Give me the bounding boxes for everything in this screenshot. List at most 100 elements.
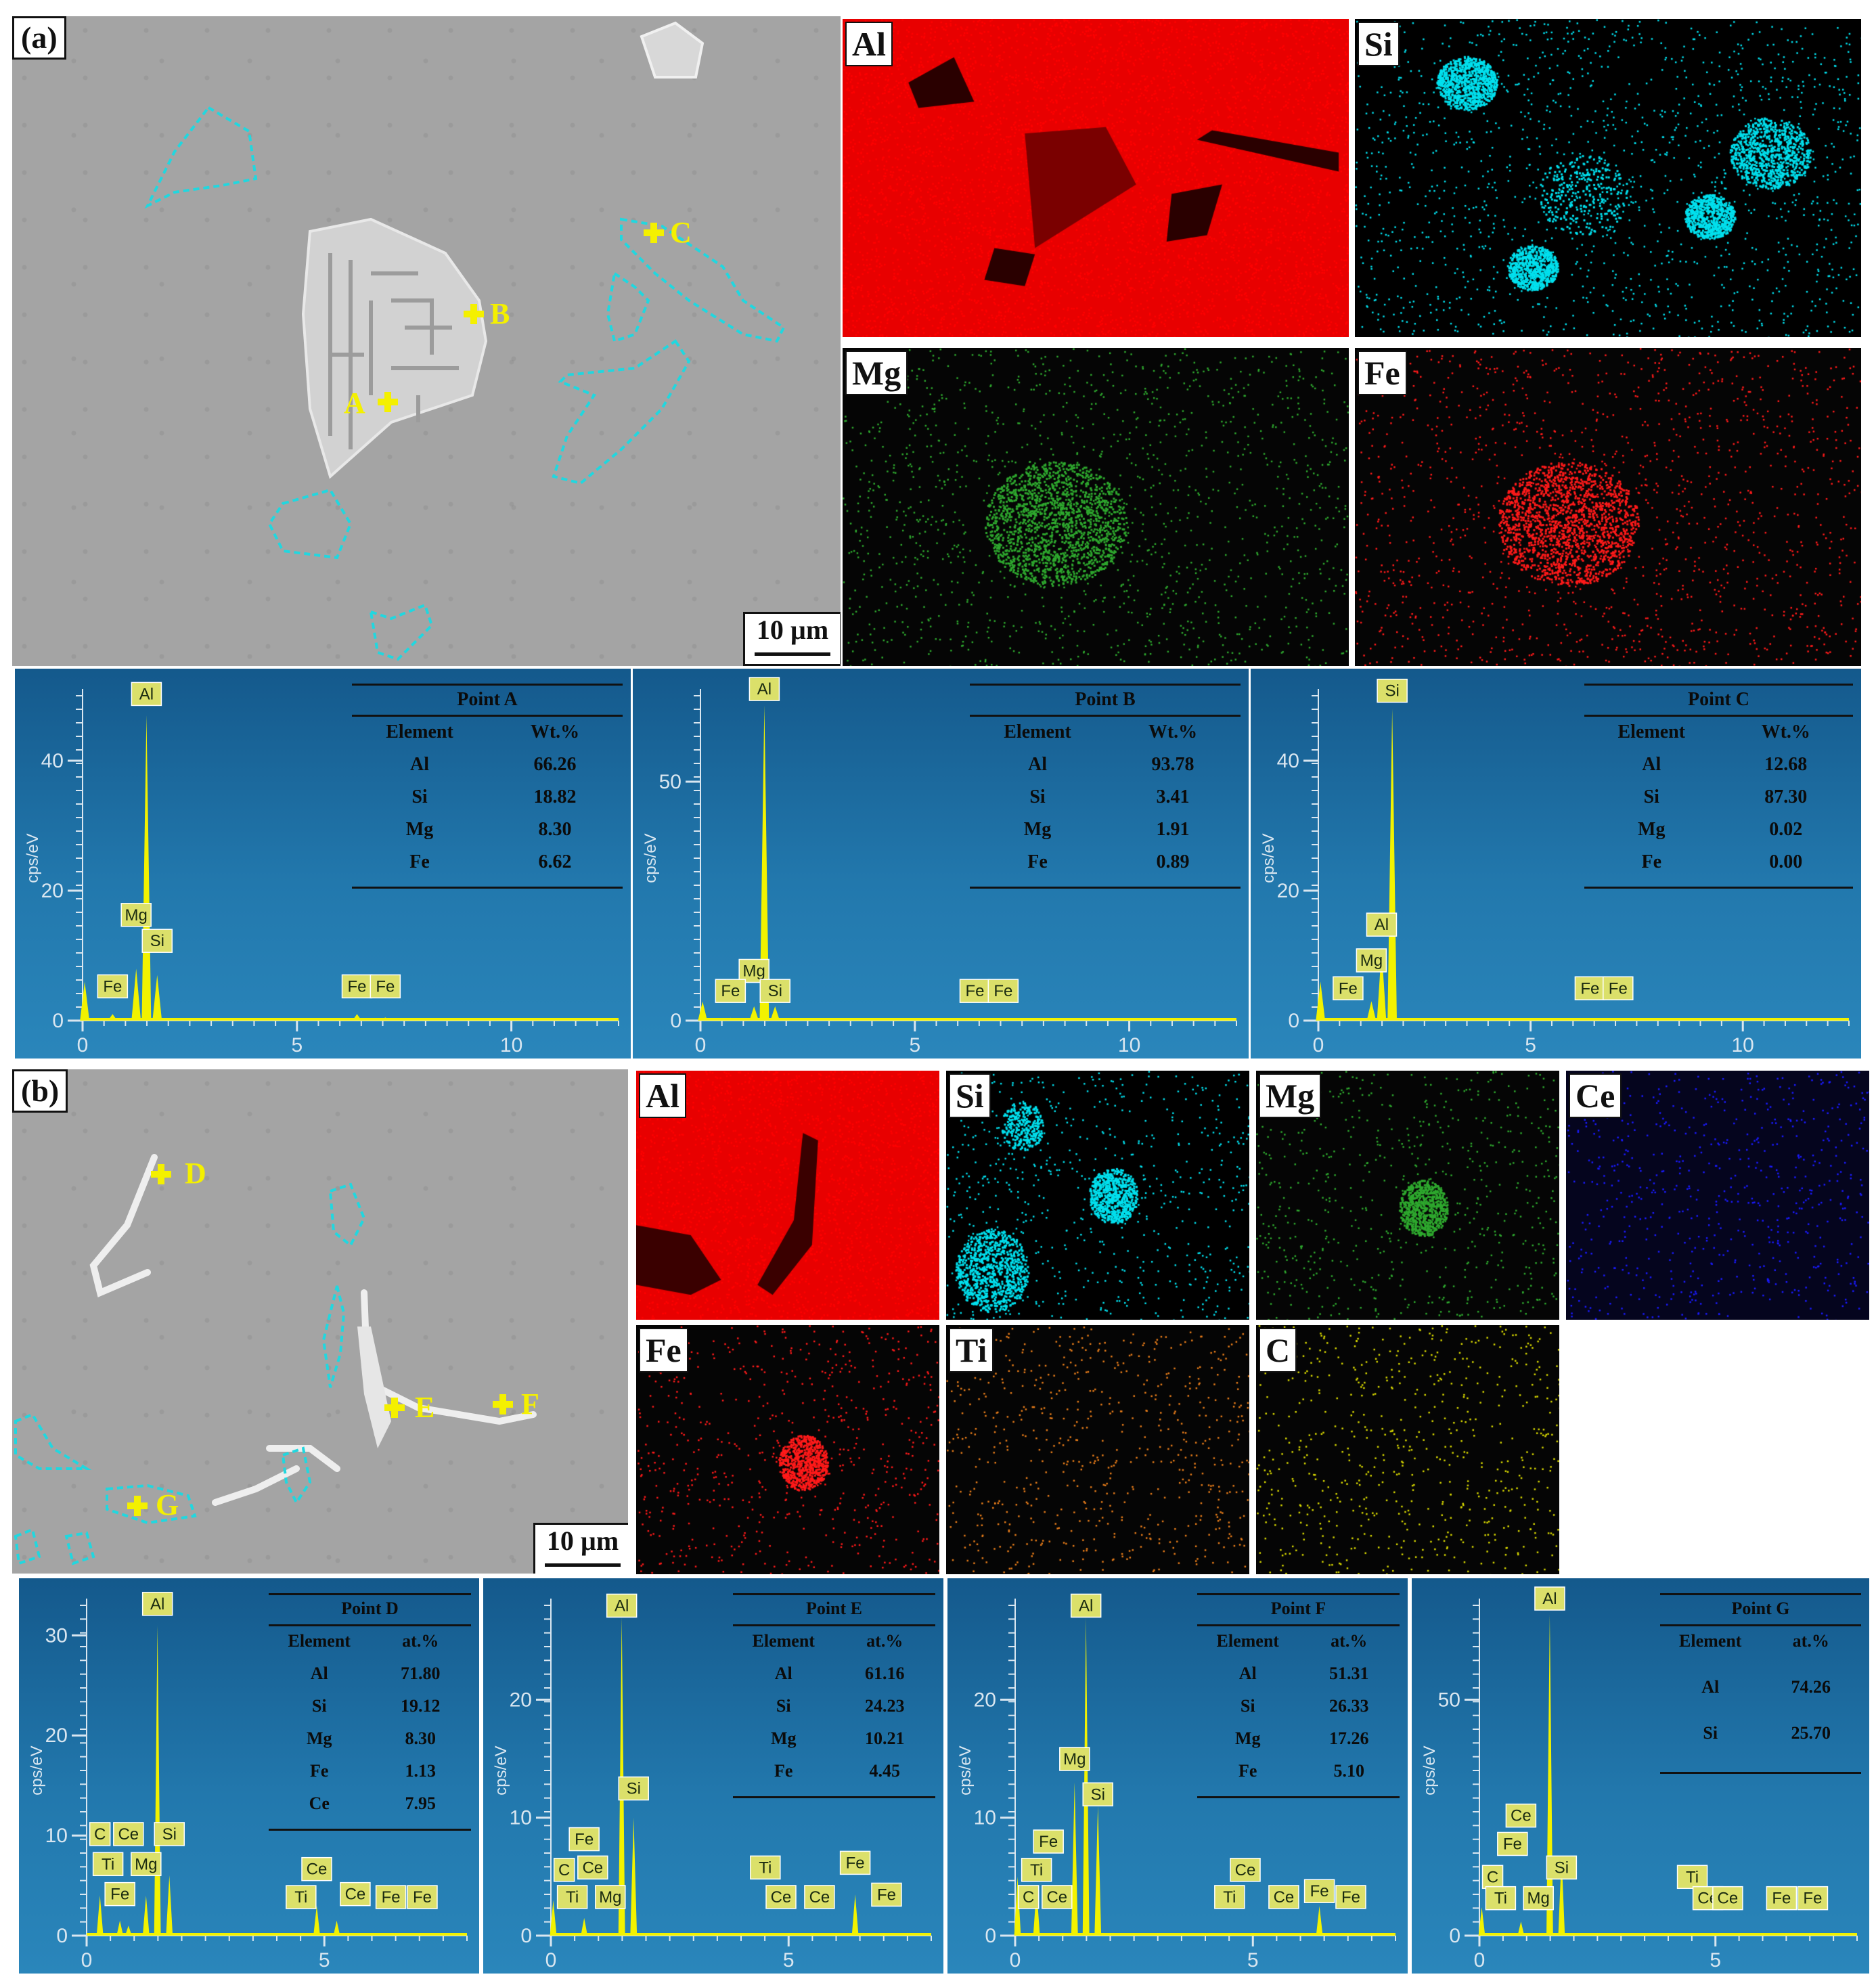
peak-tag-box xyxy=(618,1776,649,1801)
peak-tag-label: Ce xyxy=(1718,1890,1739,1908)
peak-tag-box xyxy=(131,682,162,707)
peak-tag: Al xyxy=(1534,1586,1565,1611)
peak-tag: Ti xyxy=(1214,1885,1245,1909)
peak-tag: Fe xyxy=(341,974,373,999)
spectrum-peak xyxy=(142,1895,150,1936)
peak-tag: Mg xyxy=(131,1852,162,1877)
peak-tag: Ti xyxy=(556,1885,588,1909)
peak-tag-box xyxy=(370,974,401,999)
table-rule-bottom xyxy=(1660,1772,1861,1774)
table-rule-mid xyxy=(1197,1624,1400,1626)
col-header-element: Element xyxy=(1004,721,1071,742)
peak-tag-box xyxy=(577,1855,608,1880)
y-tick-label: 30 xyxy=(45,1624,68,1647)
peak-tag-box xyxy=(1676,1865,1708,1890)
map-a-si: Si xyxy=(1355,19,1861,337)
y-axis-label: cps/eV xyxy=(1259,833,1278,883)
peak-tag-box xyxy=(1603,976,1634,1001)
peak-tag-box xyxy=(1797,1886,1829,1911)
y-axis-label: cps/eV xyxy=(642,833,660,883)
peak-tag-label: Fe xyxy=(877,1886,896,1904)
peak-tag-box xyxy=(606,1593,638,1618)
peak-tag-label: Fe xyxy=(1609,979,1628,998)
peak-tag-box xyxy=(987,979,1019,1003)
peak-tag-box xyxy=(1303,1879,1335,1903)
value-cell: 1.91 xyxy=(1156,819,1190,840)
value-cell: 6.62 xyxy=(538,851,572,872)
table-rule-bottom xyxy=(1197,1796,1400,1798)
y-tick-label: 50 xyxy=(659,771,682,793)
peak-tag: Si xyxy=(759,979,790,1003)
peak-tag: Mg xyxy=(120,903,152,927)
y-tick-label: 0 xyxy=(1288,1010,1299,1032)
table-rule-mid xyxy=(733,1624,935,1626)
peak-tag-box xyxy=(340,1881,371,1907)
x-tick-label: 10 xyxy=(500,1034,522,1056)
peak-tag: Fe xyxy=(715,979,746,1003)
peak-tag-box xyxy=(1230,1858,1261,1882)
spectrum-peak xyxy=(1546,1614,1553,1936)
peak-tag-label: Mg xyxy=(135,1855,157,1873)
spectrum-peak xyxy=(1316,1906,1323,1936)
peak-tag-box xyxy=(1534,1586,1565,1611)
spectrum-peak xyxy=(698,1001,708,1021)
x-tick-label: 5 xyxy=(319,1949,330,1971)
value-cell: 8.30 xyxy=(405,1729,437,1748)
table-rule-top xyxy=(269,1593,471,1595)
element-cell: Mg xyxy=(770,1729,797,1748)
value-cell: 18.82 xyxy=(533,786,577,807)
y-axis-label: cps/eV xyxy=(1421,1745,1439,1795)
col-header-unit: at.% xyxy=(866,1631,903,1651)
peak-tag-box xyxy=(715,979,746,1003)
peak-tag: Ce xyxy=(1230,1858,1261,1882)
value-cell: 0.89 xyxy=(1156,851,1190,872)
y-tick-label: 0 xyxy=(985,1925,996,1947)
peak-tag-label: Fe xyxy=(721,982,740,1000)
map-b-ce-label: Ce xyxy=(1569,1073,1622,1118)
peak-tag-label: Al xyxy=(139,685,154,703)
element-cell: Al xyxy=(1642,754,1661,775)
y-axis-label: cps/eV xyxy=(28,1745,46,1795)
peak-tag: Si xyxy=(141,929,173,953)
spectrum-point-g: 0 50 0 5 cps/eV Al Ce Fe C Si Ti Mg Ti Ce Ce Fe Fe Point … xyxy=(1412,1578,1869,1974)
y-tick-label: 20 xyxy=(41,880,64,902)
peak-tag-label: Fe xyxy=(376,977,395,996)
peak-tag-label: Al xyxy=(757,680,772,698)
peak-tag-label: C xyxy=(94,1825,106,1844)
col-header-element: Element xyxy=(1216,1631,1279,1651)
peak-tag: Fe xyxy=(407,1885,438,1909)
y-tick-label: 40 xyxy=(41,750,64,772)
y-tick-label: 0 xyxy=(52,1010,64,1032)
point-label-A: A xyxy=(344,386,365,420)
spectrum-point-e: 0 10 20 0 5 cps/eV Al Si Fe C Ce Ti Mg Ti Ce Ce Fe Fe Poin… xyxy=(483,1578,943,1974)
map-a-fe-canvas xyxy=(1355,348,1861,666)
peak-tag: Ce xyxy=(1712,1886,1743,1911)
peak-tag-label: Ce xyxy=(345,1886,366,1904)
element-cell: Mg xyxy=(1234,1729,1261,1748)
peak-tag: Fe xyxy=(871,1882,902,1907)
y-tick-label: 10 xyxy=(510,1807,532,1829)
element-cell: Fe xyxy=(1027,851,1048,872)
element-cell: Al xyxy=(774,1664,792,1683)
y-tick-label: 20 xyxy=(510,1689,532,1711)
point-markers-b xyxy=(127,1164,513,1516)
peak-tag-box xyxy=(141,929,173,953)
peak-tag: Ti xyxy=(1485,1886,1517,1911)
peak-tag-label: Ti xyxy=(1030,1861,1043,1879)
peak-tag: Fe xyxy=(1497,1831,1528,1856)
map-b-ti: Ti xyxy=(946,1325,1249,1574)
peak-tag: Fe xyxy=(1333,976,1364,1001)
map-b-si: Si xyxy=(946,1071,1249,1320)
peak-tag: Al xyxy=(1070,1593,1102,1618)
value-cell: 51.31 xyxy=(1329,1664,1369,1683)
peak-tag-box xyxy=(839,1850,871,1875)
value-cell: 26.33 xyxy=(1329,1696,1369,1716)
peak-tag-box xyxy=(301,1856,332,1881)
peak-tag-label: Mg xyxy=(1063,1750,1086,1768)
spectrum-peak xyxy=(618,1617,625,1936)
scale-bar-a-label: 10 µm xyxy=(756,615,829,645)
peak-tag-label: Fe xyxy=(993,982,1012,1000)
